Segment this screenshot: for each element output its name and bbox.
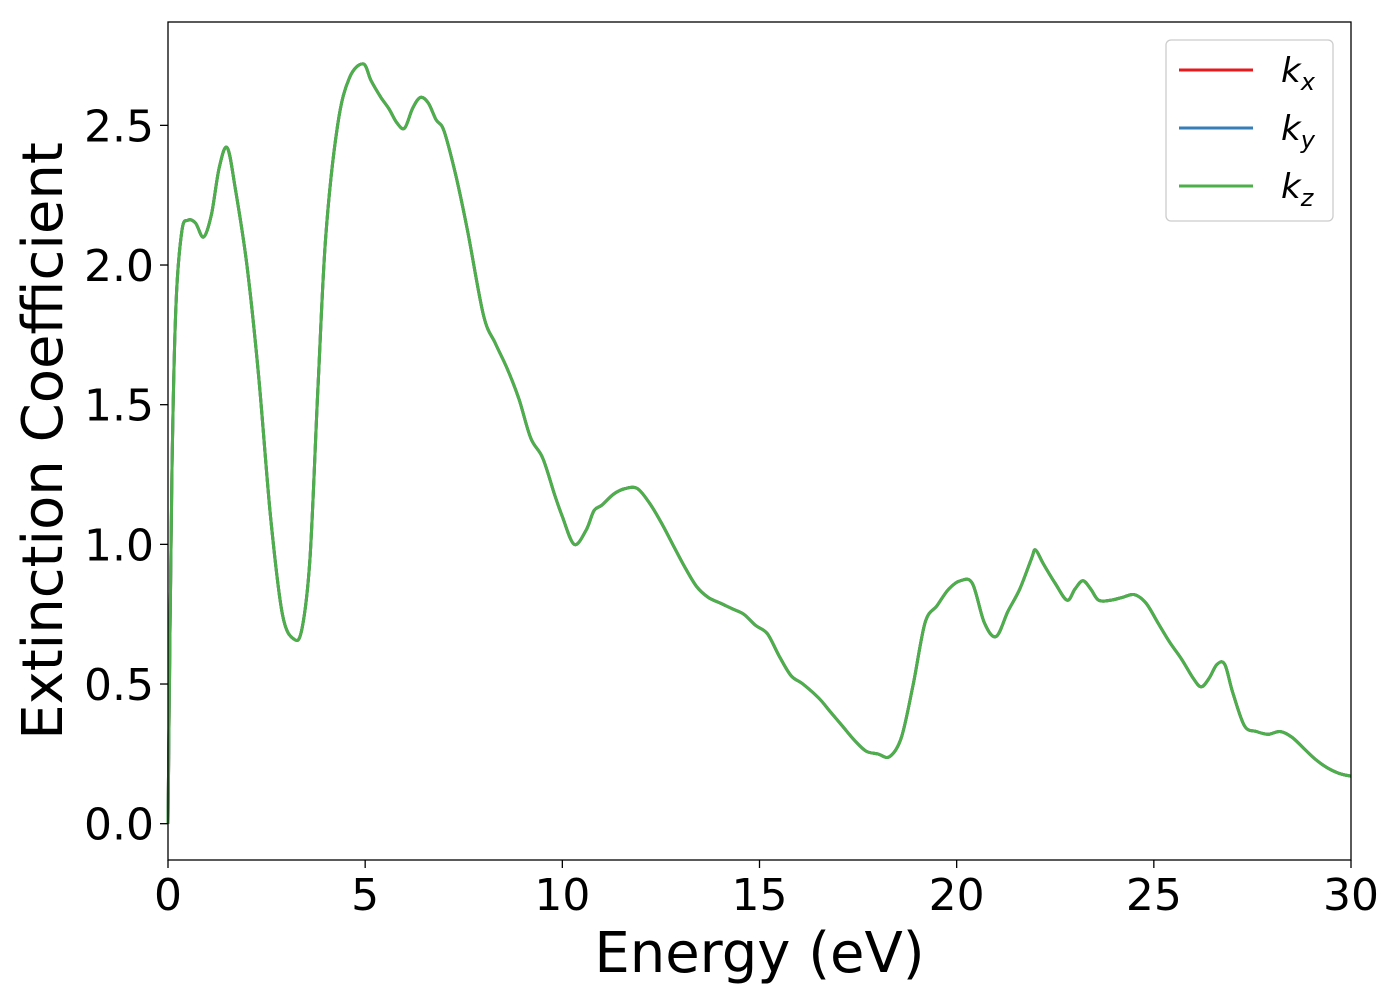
- x-tick-label: 20: [929, 870, 985, 921]
- legend-label-ky: ky: [1281, 109, 1316, 154]
- x-tick-label: 5: [351, 870, 379, 921]
- legend-label-kz: kz: [1281, 167, 1315, 212]
- y-tick-label: 1.0: [84, 520, 154, 571]
- x-tick-label: 15: [732, 870, 788, 921]
- plot-frame: [167, 21, 1352, 861]
- x-axis: 0 5 10 15 20 25 30: [154, 860, 1379, 921]
- y-tick-label: 2.5: [84, 101, 154, 152]
- y-axis-title: Extinction Coefficient: [11, 142, 76, 740]
- y-tick-label: 1.5: [84, 381, 154, 432]
- y-axis: 0.0 0.5 1.0 1.5 2.0 2.5: [84, 101, 168, 851]
- y-tick-label: 0.5: [84, 660, 154, 711]
- y-tick-label: 0.0: [84, 800, 154, 851]
- x-tick-label: 10: [534, 870, 590, 921]
- y-tick-label: 2.0: [84, 241, 154, 292]
- series-line-kz: [166, 62, 1352, 824]
- x-tick-label: 0: [154, 870, 182, 921]
- plot-area: [166, 62, 1352, 824]
- legend-box: [1165, 39, 1334, 222]
- legend-label-kx: kx: [1281, 51, 1316, 96]
- x-tick-label: 30: [1323, 870, 1379, 921]
- x-axis-title: Energy (eV): [594, 921, 924, 986]
- x-tick-label: 25: [1126, 870, 1182, 921]
- legend: kx ky kz: [1165, 39, 1334, 222]
